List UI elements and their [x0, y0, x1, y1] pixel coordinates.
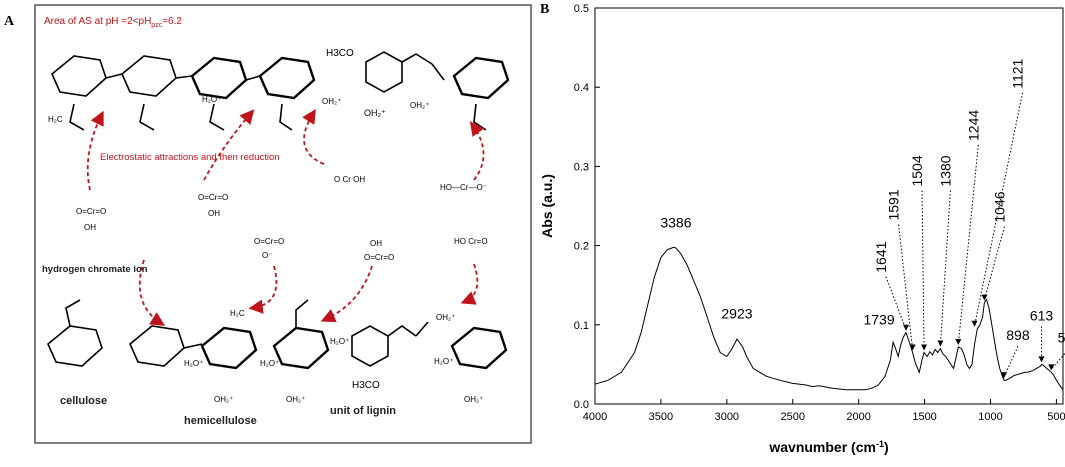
peak-label: 1504	[909, 155, 925, 186]
ftir-spectrum-chart: 4000 3500 3000 2500 2000 1500 1000 500 0.0 0.1 0.2…	[530, 0, 1065, 462]
svg-text:OH₂⁺: OH₂⁺	[436, 313, 455, 322]
ch2-label: H₂C	[48, 115, 63, 124]
annotation-arrowhead	[1038, 356, 1045, 363]
peak-label: 1121	[1010, 58, 1026, 88]
oh2-label-3: OH₂⁺	[410, 101, 429, 110]
bottom-ring-row	[47, 299, 508, 370]
annotation-arrowhead	[1048, 364, 1055, 371]
svg-text:OH₂⁺: OH₂⁺	[286, 395, 305, 404]
diagram-header: Area of AS at pH =2<pHpzc=6.2	[44, 16, 182, 29]
lignin-label: unit of lignin	[330, 405, 396, 417]
svg-text:H₂C: H₂C	[230, 309, 245, 318]
x-tick-label: 2500	[781, 411, 805, 423]
svg-text:OH: OH	[208, 209, 220, 218]
svg-text:HO—Cr—O⁻: HO—Cr—O⁻	[440, 183, 487, 192]
svg-text:O=Cr=O: O=Cr=O	[254, 237, 284, 246]
svg-text:HO Cr=O: HO Cr=O	[454, 237, 488, 246]
svg-text:OH₂⁺: OH₂⁺	[214, 395, 233, 404]
h3co-bottom-label: H3CO	[352, 380, 380, 391]
annotation-leader	[974, 92, 1024, 326]
x-tick-label: 3000	[715, 411, 739, 423]
h2o-label-1: H₂O⁺	[202, 95, 221, 104]
peak-label: 1739	[863, 312, 894, 328]
h3co-top-label: H3CO	[326, 48, 354, 59]
peak-label: 613	[1030, 307, 1054, 323]
peak-label: 1641	[873, 241, 889, 272]
annotation-arrowhead	[971, 320, 978, 327]
diagram-frame	[34, 4, 532, 444]
svg-text:O=Cr=O: O=Cr=O	[76, 207, 106, 216]
annotation-leader	[898, 224, 914, 350]
annotation-leader	[957, 144, 979, 345]
annotation-leader	[983, 226, 1005, 300]
annotation-leader	[939, 190, 951, 346]
x-tick-label: 2000	[846, 411, 870, 423]
x-tick-label: 1500	[912, 411, 936, 423]
chromate-ions: O=Cr=O OH O=Cr=O OH O Cr OH HO—Cr—O⁻ O=Cr=…	[76, 175, 488, 262]
x-tick-label: 4000	[583, 411, 607, 423]
peak-label: 539	[1058, 329, 1065, 345]
peak-label: 1591	[886, 189, 902, 220]
svg-text:H₂O⁺: H₂O⁺	[330, 337, 349, 346]
annotation-arrowhead	[981, 294, 988, 301]
plot-frame	[594, 7, 1064, 405]
svg-text:O⁻: O⁻	[262, 251, 272, 260]
hemicellulose-label: hemicellulose	[184, 415, 257, 427]
x-tick-label: 1000	[978, 411, 1002, 423]
annotation-arrowhead	[902, 324, 909, 331]
svg-text:O=Cr=O: O=Cr=O	[364, 253, 394, 262]
svg-text:H₂O⁺: H₂O⁺	[434, 357, 453, 366]
peak-label: 3386	[660, 215, 691, 231]
y-axis-label: Abs (a.u.)	[539, 174, 555, 238]
y-tick-label: 0.5	[574, 3, 589, 15]
bottom-group-labels: H₂O⁺ H₂O⁺ H₂O⁺ H₂O⁺ OH₂⁺ OH₂⁺ OH₂⁺ H₂C OH₂⁺	[184, 309, 483, 404]
cellulose-label: cellulose	[60, 395, 107, 407]
peak-label: 1244	[965, 110, 981, 141]
x-tick-label: 500	[1047, 411, 1065, 423]
panel-b-letter: B	[540, 2, 550, 17]
annotation-arrowhead	[909, 344, 916, 351]
x-axis-label: wavnumber (cm-1)	[768, 439, 888, 455]
annotation-leader	[921, 190, 925, 350]
adsorption-mechanism-diagram: Area of AS at pH =2<pHpzc=6.2 H3CO OH₂⁺ …	[34, 4, 532, 444]
svg-text:OH₂⁺: OH₂⁺	[464, 395, 483, 404]
attraction-arrows	[86, 108, 485, 326]
y-tick-label: 0.0	[574, 399, 589, 411]
annotation-arrowhead	[1000, 372, 1007, 379]
annotation-arrowhead	[955, 338, 962, 345]
svg-text:H₂O⁺: H₂O⁺	[260, 359, 279, 368]
annotation-leader	[885, 276, 907, 330]
electrostatic-label: Electrostatic attractions and then reduc…	[100, 152, 280, 163]
svg-text:OH: OH	[84, 223, 96, 232]
svg-text:O Cr OH: O Cr OH	[334, 175, 365, 184]
y-tick-label: 0.1	[574, 320, 589, 332]
x-tick-label: 3500	[649, 411, 673, 423]
panel-a-letter: A	[4, 14, 15, 29]
y-tick-label: 0.4	[574, 82, 589, 94]
y-tick-label: 0.3	[574, 161, 589, 173]
y-tick-label: 0.2	[574, 241, 589, 253]
svg-text:O=Cr=O: O=Cr=O	[198, 193, 228, 202]
annotation-arrowhead	[937, 340, 944, 347]
peak-label: 1046	[991, 191, 1007, 222]
annotation-leader	[1003, 346, 1019, 378]
svg-text:OH: OH	[370, 239, 382, 248]
peak-label: 2923	[721, 306, 752, 322]
peak-label: 1380	[937, 155, 953, 186]
spectrum-line	[594, 246, 1064, 391]
hydrogen-chromate-label: hydrogen chromate ion	[42, 264, 148, 275]
svg-text:H₂O⁺: H₂O⁺	[184, 359, 203, 368]
oh2-label: OH₂⁺	[364, 108, 386, 118]
oh2-label-2: OH₂⁺	[322, 97, 341, 106]
annotation-arrowhead	[921, 344, 928, 351]
peak-label: 898	[1006, 327, 1030, 343]
